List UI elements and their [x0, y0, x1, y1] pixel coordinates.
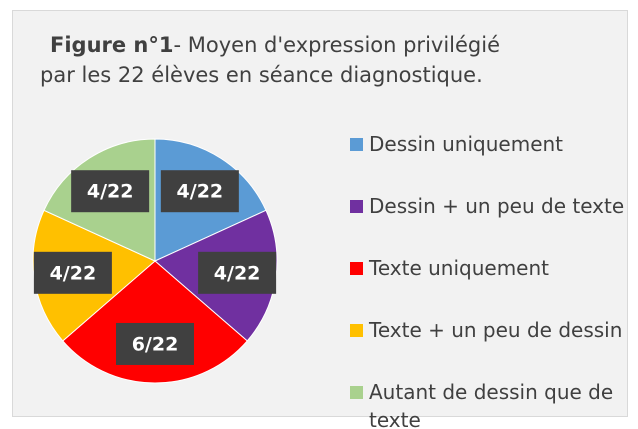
data-label: 4/22 [87, 181, 134, 203]
title-line: Figure n°1- Moyen d'expression privilégi… [40, 30, 580, 60]
legend-swatch [350, 200, 363, 213]
legend-item: Dessin + un peu de texte [350, 192, 624, 220]
legend-swatch [350, 386, 363, 399]
legend-swatch [350, 324, 363, 337]
title-text: - Moyen d'expression privilégié [173, 33, 501, 57]
chart-title: Figure n°1- Moyen d'expression privilégi… [40, 30, 580, 90]
legend-swatch [350, 262, 363, 275]
legend-item: Texte uniquement [350, 254, 549, 282]
pie-slice [62, 260, 248, 384]
label-box [33, 251, 112, 294]
legend-item: Texte + un peu de dessin [350, 316, 622, 344]
data-label: 6/22 [132, 333, 179, 355]
title-label: Figure n°1 [50, 33, 174, 57]
data-label: 4/22 [50, 262, 97, 284]
legend-swatch [350, 138, 363, 151]
legend-label: Dessin uniquement [369, 132, 564, 156]
data-label: 4/22 [214, 262, 261, 284]
label-box [71, 170, 150, 213]
legend-label: Texte uniquement [369, 256, 549, 280]
data-label: 4/22 [177, 181, 224, 203]
label-box [116, 322, 194, 365]
legend-label: Texte + un peu de dessin [369, 318, 623, 342]
legend-label: Dessin + un peu de texte [369, 194, 625, 218]
legend-item: Autant de dessin que de texte [350, 378, 625, 429]
title-line: par les 22 élèves en séance diagnostique… [40, 63, 483, 87]
legend-item: Dessin uniquement [350, 130, 563, 158]
legend-label: Autant de dessin que de texte [369, 380, 614, 429]
label-box [160, 170, 239, 213]
label-box [198, 251, 277, 294]
